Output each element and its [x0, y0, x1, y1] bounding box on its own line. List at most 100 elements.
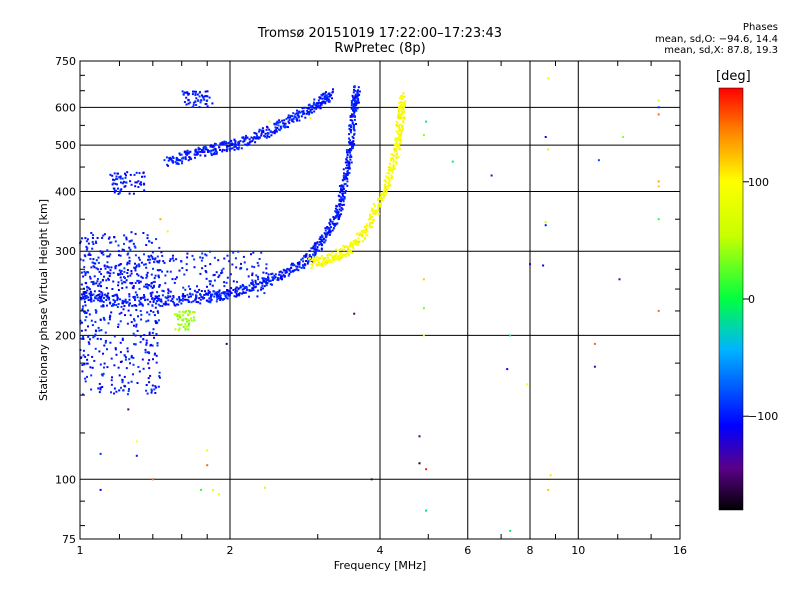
trace-point	[360, 230, 363, 233]
cluster-point	[178, 327, 181, 330]
trace-point	[354, 106, 357, 109]
trace-point	[366, 230, 369, 233]
trace-point	[92, 299, 95, 302]
trace-point	[335, 248, 337, 251]
cluster-point	[182, 286, 185, 289]
cluster-point	[264, 278, 267, 281]
trace-point	[384, 185, 387, 188]
trace-point	[396, 124, 399, 127]
trace-point	[337, 194, 340, 197]
cluster-point	[120, 188, 123, 191]
trace-point	[315, 107, 318, 110]
trace-point	[388, 169, 390, 171]
x-tick-label: 4	[377, 544, 384, 557]
trace-point	[138, 303, 141, 306]
trace-point	[328, 222, 331, 225]
trace-point	[365, 234, 368, 237]
trace-point	[314, 246, 316, 249]
trace-point	[401, 126, 403, 129]
cluster-point	[113, 179, 116, 182]
trace-point	[287, 114, 290, 117]
cluster-point	[86, 358, 89, 361]
trace-point	[324, 234, 327, 237]
trace-point	[214, 292, 217, 295]
cluster-point	[130, 183, 133, 186]
cluster-point	[193, 266, 196, 269]
cluster-point	[84, 304, 87, 307]
cluster-point	[251, 265, 254, 268]
cluster-point	[85, 245, 88, 248]
cluster-point	[89, 275, 91, 278]
trace-point	[234, 291, 237, 294]
trace-point	[357, 100, 360, 102]
cluster-point	[92, 280, 95, 283]
trace-point	[397, 112, 400, 115]
cluster-point	[137, 180, 140, 183]
trace-point	[344, 192, 347, 194]
trace-point	[216, 295, 219, 298]
trace-point	[357, 101, 360, 104]
trace-point	[372, 218, 375, 221]
trace-point	[260, 288, 262, 291]
cluster-point	[166, 270, 169, 273]
cluster-point	[108, 255, 111, 258]
cluster-point	[103, 344, 106, 347]
trace-point	[365, 223, 368, 226]
cluster-point	[103, 265, 106, 268]
scatter-point	[547, 77, 550, 80]
trace-point	[343, 249, 345, 252]
trace-point	[277, 277, 280, 280]
cluster-point	[88, 342, 91, 345]
trace-point	[337, 211, 340, 214]
cluster-point	[125, 286, 128, 289]
trace-point	[218, 293, 221, 296]
cluster-point	[102, 352, 104, 355]
cluster-point	[244, 291, 247, 294]
cluster-point	[114, 267, 117, 270]
trace-point	[187, 152, 190, 155]
trace-point	[398, 101, 401, 104]
trace-point	[396, 146, 399, 148]
cluster-point	[117, 323, 120, 326]
cluster-point	[122, 180, 125, 183]
cluster-point	[122, 281, 125, 283]
cluster-point	[140, 275, 143, 278]
scatter-point	[135, 440, 138, 443]
trace-point	[397, 125, 400, 127]
cluster-point	[162, 290, 165, 293]
trace-point	[332, 216, 335, 218]
cluster-point	[122, 308, 125, 311]
cluster-point	[178, 314, 181, 317]
trace-point	[303, 112, 306, 115]
trace-point	[258, 130, 261, 133]
trace-point	[401, 124, 404, 127]
cluster-point	[120, 311, 123, 314]
cluster-point	[132, 192, 135, 195]
cluster-point	[126, 263, 129, 266]
cluster-point	[138, 370, 141, 373]
cluster-point	[131, 282, 134, 284]
trace-point	[389, 167, 392, 170]
trace-point	[350, 115, 353, 117]
trace-point	[340, 200, 342, 203]
cluster-point	[157, 297, 160, 300]
cluster-point	[215, 271, 218, 274]
trace-point	[346, 159, 349, 162]
trace-point	[251, 281, 254, 284]
cluster-point	[161, 254, 164, 257]
cluster-point	[256, 295, 259, 298]
trace-point	[294, 269, 297, 271]
trace-point	[287, 120, 290, 123]
x-axis-label: Frequency [MHz]	[334, 559, 426, 572]
trace-point	[379, 205, 382, 208]
trace-point	[326, 254, 329, 257]
cluster-point	[195, 97, 198, 100]
cluster-point	[149, 309, 152, 312]
trace-point	[164, 296, 167, 299]
cluster-point	[172, 254, 174, 257]
trace-point	[250, 282, 253, 285]
cluster-point	[132, 332, 135, 335]
trace-point	[344, 161, 347, 164]
trace-point	[285, 125, 288, 128]
trace-point	[209, 299, 212, 302]
